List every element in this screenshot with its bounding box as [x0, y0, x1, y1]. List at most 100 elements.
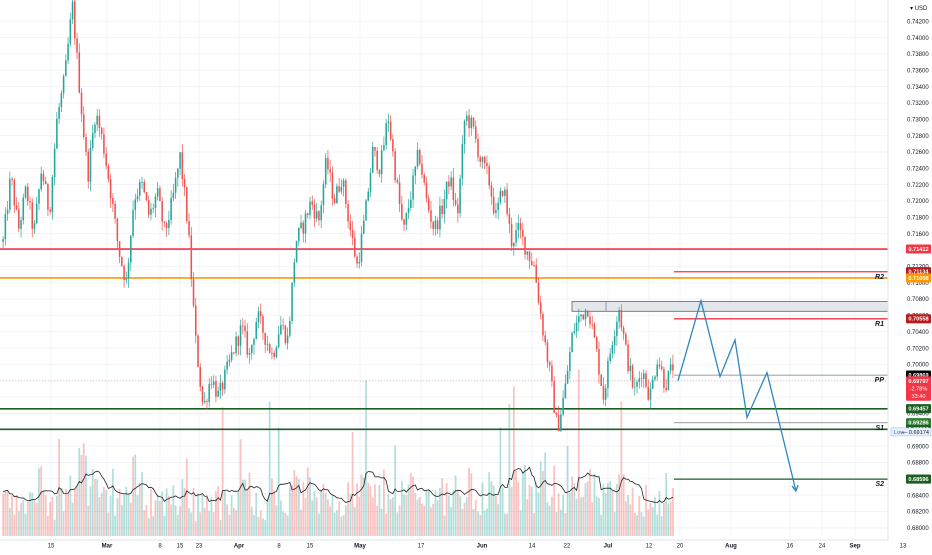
volume-bar: [147, 518, 150, 536]
volume-bar: [483, 510, 486, 536]
pivot-label-r2: R2: [875, 274, 884, 281]
candle: [33, 220, 36, 235]
volume-bar: [479, 515, 482, 536]
volume-bar: [111, 468, 114, 536]
candle: [183, 173, 186, 197]
candle-body: [253, 339, 255, 345]
candle: [620, 304, 623, 332]
volume-bar: [414, 492, 417, 536]
volume-bar: [380, 508, 383, 536]
candle-body: [528, 251, 531, 262]
volume-bar: [31, 492, 34, 536]
candle: [138, 179, 141, 201]
time-axis[interactable]: 15 Mar 8 15 23 Apr 8 15 May 17 Jun 14 22 Jul 12 20 Aug 16…: [0, 539, 907, 550]
candle: [378, 168, 381, 178]
time-tick-label: Aug: [725, 544, 737, 550]
candlesticks: [2, 0, 674, 432]
volume-bar: [427, 490, 430, 536]
candle-body: [49, 209, 51, 212]
candle: [289, 316, 291, 338]
price-tag: 0.69457: [906, 404, 931, 414]
pivot-labels: R2 R1 PP S1 S2: [875, 274, 885, 488]
candle: [578, 308, 580, 332]
pivot-label-r1: R1: [875, 321, 884, 328]
time-tick-label: 12: [646, 544, 653, 550]
candle: [13, 177, 16, 214]
candle: [2, 236, 4, 249]
candle-body: [71, 1, 74, 20]
volume-bar: [212, 512, 215, 536]
candle-body: [91, 133, 94, 148]
volume-bar: [671, 487, 674, 536]
candle: [582, 314, 585, 321]
candle: [69, 12, 72, 47]
volume-bar: [385, 513, 388, 536]
volume-bar: [313, 490, 316, 536]
candle: [244, 319, 246, 338]
candle: [609, 348, 611, 364]
candle: [143, 179, 146, 194]
candle: [544, 330, 546, 346]
candle: [472, 117, 475, 130]
volume-bar: [273, 490, 276, 536]
volume-bar: [266, 497, 269, 536]
candle: [367, 187, 370, 202]
candle: [230, 345, 233, 363]
volume-bar: [439, 487, 441, 536]
volume-bar: [219, 520, 222, 536]
candle: [669, 358, 672, 375]
candle-body: [376, 150, 378, 171]
candle: [497, 197, 499, 220]
volume-bar: [624, 501, 627, 536]
volume-bar: [226, 504, 229, 536]
volume-bar: [497, 504, 500, 536]
price-axis[interactable]: ▾ USD 0.74200 0.74000 0.73800 0.73600 0.73400…: [887, 0, 932, 550]
candle-body: [62, 76, 65, 94]
candle-body: [533, 264, 535, 266]
candle-body: [264, 332, 266, 345]
candle: [645, 370, 647, 389]
volume-bar: [472, 509, 475, 536]
time-tick-label: Jun: [477, 544, 488, 550]
candle-body: [197, 335, 199, 367]
volume-bar: [306, 467, 309, 536]
volume-bar: [598, 498, 600, 536]
candle-body: [461, 143, 464, 179]
price-tick-label: 0.74000: [907, 36, 929, 42]
candle-body: [109, 179, 112, 199]
volume-bar: [633, 512, 636, 536]
volume-bar: [347, 482, 349, 536]
candle: [239, 319, 242, 356]
candle-body: [510, 223, 513, 247]
candle-body: [315, 211, 318, 219]
candle: [566, 365, 569, 384]
candle-body: [147, 200, 150, 215]
candle: [277, 326, 280, 349]
candle-body: [387, 121, 390, 124]
candle: [264, 332, 266, 353]
volume-bar: [172, 485, 175, 536]
time-tick-label: 8: [158, 544, 162, 550]
volume-bar: [553, 465, 556, 536]
volume-bar: [324, 493, 327, 536]
candle-body: [513, 242, 515, 247]
volume-bar: [8, 507, 11, 536]
candle: [425, 176, 428, 203]
pivot-label-s2: S2: [875, 481, 884, 488]
candle: [201, 385, 204, 406]
candle-body: [250, 344, 253, 353]
candle: [179, 152, 181, 176]
candle-body: [600, 374, 602, 386]
candle-body: [163, 221, 166, 224]
volume-bar: [660, 516, 663, 536]
candle: [15, 197, 18, 211]
candle-body: [622, 327, 625, 334]
candle-body: [118, 241, 121, 258]
candle-body: [181, 152, 184, 180]
candle-body: [300, 222, 302, 228]
candle: [380, 144, 383, 183]
candle-body: [365, 200, 367, 221]
volume-bar: [181, 479, 184, 536]
volume-bar: [335, 510, 338, 536]
